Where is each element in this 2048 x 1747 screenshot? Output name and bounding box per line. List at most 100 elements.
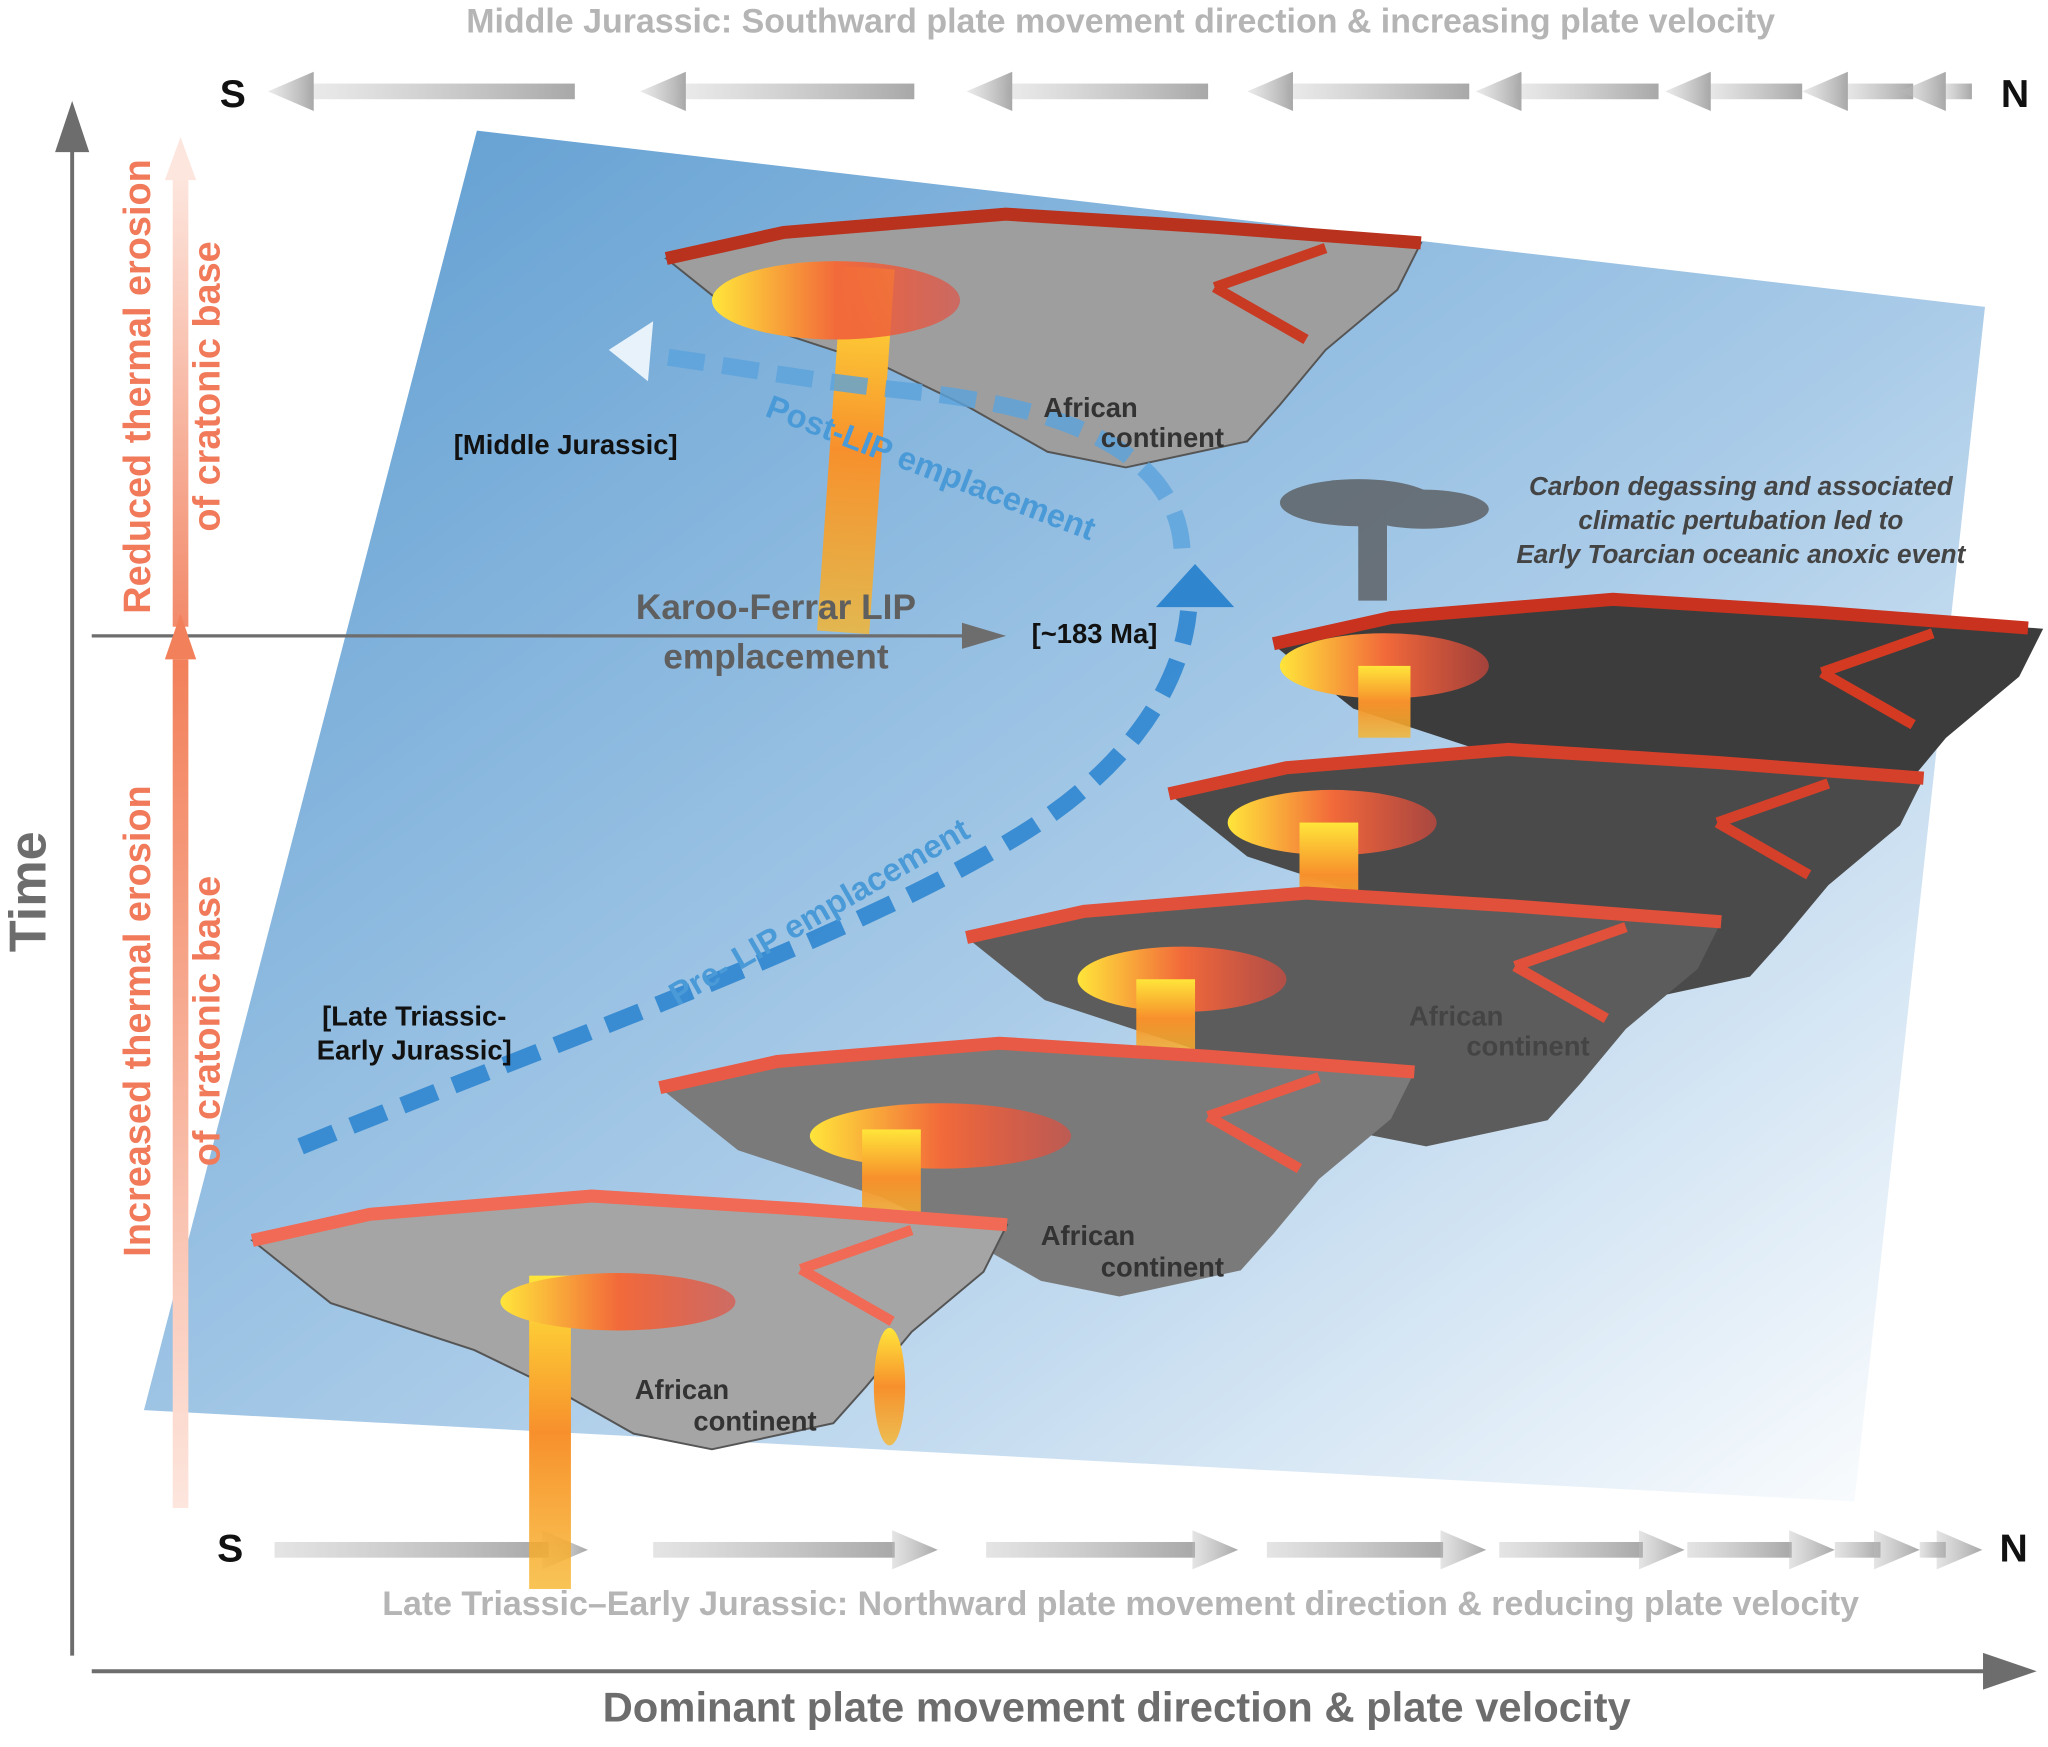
plume xyxy=(873,1327,906,1446)
top-axis-right: N xyxy=(2001,73,2029,116)
degassing-note: Early Toarcian oceanic anoxic event xyxy=(1516,539,1966,569)
cloud xyxy=(1358,489,1489,529)
continent-late-triassic xyxy=(252,1196,1007,1590)
event-age: [~183 Ma] xyxy=(1032,618,1158,649)
arrow xyxy=(307,83,575,100)
degassing-cloud xyxy=(1279,479,1489,601)
event-label: emplacement xyxy=(663,638,889,677)
continent-label: African xyxy=(635,1374,729,1405)
shape: African continent African continent Afri… xyxy=(635,392,1590,1436)
arrow xyxy=(1286,83,1470,100)
continent-label: African xyxy=(1043,392,1137,423)
top-axis-left: S xyxy=(220,73,246,116)
continent-stage-3 xyxy=(967,893,1722,1147)
reduced-arrow xyxy=(172,176,189,627)
arrow xyxy=(986,1542,1196,1558)
arrow xyxy=(1841,83,1914,100)
post-lip-head xyxy=(608,321,654,382)
increased-arrow-head xyxy=(164,613,197,660)
shape: [Middle Jurassic] [Late Triassic- Early … xyxy=(317,429,678,1066)
reduced-label: Reduced thermal erosion xyxy=(117,159,159,613)
reduced-arrow-head xyxy=(164,137,197,181)
top-banner: Middle Jurassic: Southward plate movemen… xyxy=(466,2,1775,40)
bottom-banner: Late Triassic–Early Jurassic: Northward … xyxy=(382,1585,1859,1623)
plume-head xyxy=(500,1273,736,1331)
arrow xyxy=(1687,1542,1792,1558)
continent-label: African xyxy=(1041,1220,1135,1251)
plume xyxy=(1358,665,1411,738)
cloud xyxy=(1358,509,1387,601)
arrow xyxy=(1247,71,1293,111)
degassing-note: Carbon degassing and associated xyxy=(1529,471,1954,501)
y-axis-label: Time xyxy=(0,831,57,952)
arrow xyxy=(1936,1530,1983,1570)
pre-lip-path xyxy=(297,610,1197,1155)
arrow xyxy=(1440,1530,1487,1570)
period-label: Early Jurassic] xyxy=(317,1035,512,1066)
shape: Middle Jurassic: Southward plate movemen… xyxy=(382,2,1859,1622)
axes xyxy=(55,100,2037,1690)
reduced-label: of cratonic base xyxy=(186,241,228,531)
continent-label: continent xyxy=(1101,1251,1224,1282)
arrow xyxy=(1266,1542,1444,1558)
y-axis-head xyxy=(55,100,90,153)
arrow xyxy=(1638,1530,1685,1570)
event-line-head xyxy=(961,622,1007,649)
arrow xyxy=(1192,1530,1239,1570)
degassing-note: climatic pertubation led to xyxy=(1578,505,1903,535)
x-axis-label: Dominant plate movement direction & plat… xyxy=(603,1683,1631,1730)
continent-label: continent xyxy=(1101,422,1224,453)
continent-middle-jurassic xyxy=(666,214,1421,635)
pre-lip-head xyxy=(1155,564,1235,608)
x-axis-head xyxy=(1983,1652,2037,1690)
arrow xyxy=(1939,83,1972,100)
period-label: [Middle Jurassic] xyxy=(454,429,678,460)
arrow xyxy=(653,1542,895,1558)
continent-label: continent xyxy=(1466,1031,1589,1062)
arrow xyxy=(268,71,314,111)
plume xyxy=(817,265,895,635)
increased-label: of cratonic base xyxy=(186,876,228,1166)
event-label: Karoo-Ferrar LIP xyxy=(636,588,916,627)
post-lip-path xyxy=(652,346,1191,550)
plume xyxy=(1136,979,1196,1058)
continent-label: continent xyxy=(693,1405,816,1436)
bottom-axis-left: S xyxy=(217,1527,243,1570)
top-arrows xyxy=(268,71,1972,111)
shape xyxy=(268,71,1972,111)
continent-label: African xyxy=(1409,1001,1503,1032)
plume xyxy=(529,1275,571,1590)
shape: Karoo-Ferrar LIP emplacement xyxy=(636,588,916,677)
increased-arrow xyxy=(172,659,189,1509)
arrow xyxy=(640,71,686,111)
arrow xyxy=(1873,1530,1920,1570)
period-label: [Late Triassic- xyxy=(322,1001,506,1032)
arrow xyxy=(1802,71,1848,111)
arrow xyxy=(1005,83,1209,100)
plume-head xyxy=(711,261,961,340)
continent-stack xyxy=(252,214,2044,1590)
arrow xyxy=(1704,83,1803,100)
emplacement-paths xyxy=(297,346,1197,1155)
arrow xyxy=(679,83,915,100)
arrow xyxy=(892,1530,938,1570)
arrow xyxy=(1900,71,1946,111)
time-plane xyxy=(143,130,1985,1502)
bottom-axis-right: N xyxy=(2000,1527,2028,1570)
plume-head xyxy=(809,1103,1072,1169)
arrow xyxy=(1514,83,1659,100)
arrow xyxy=(274,1542,549,1558)
shape: Reduced thermal erosion of cratonic base… xyxy=(117,159,228,1256)
increased-label: Increased thermal erosion xyxy=(117,785,159,1256)
arrow xyxy=(1834,1542,1881,1558)
arrow xyxy=(1665,71,1711,111)
arrow xyxy=(1499,1542,1643,1558)
shape: S N S N xyxy=(217,73,2029,1571)
arrow xyxy=(1789,1530,1835,1570)
plume-head xyxy=(1227,789,1437,856)
shape: Carbon degassing and associated climatic… xyxy=(1516,471,1966,569)
continent-toarcian xyxy=(1273,599,2044,858)
arrow xyxy=(966,71,1013,111)
